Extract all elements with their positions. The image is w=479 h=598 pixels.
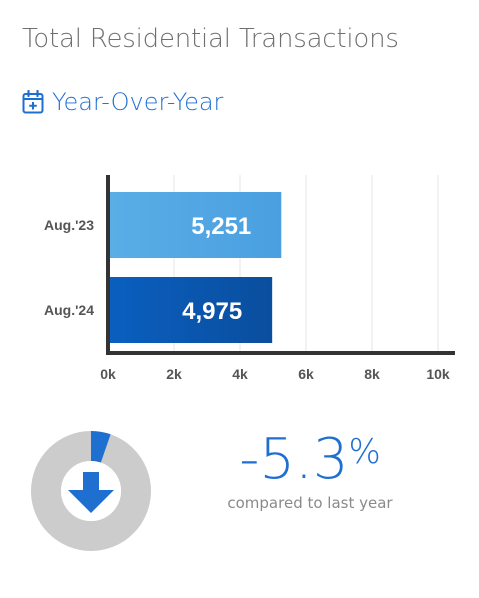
change-caption: compared to last year	[227, 494, 393, 512]
tick-label: 4k	[232, 366, 248, 382]
page-title: Total Residential Transactions	[22, 24, 399, 54]
bar-chart: Aug.'23 5,251 Aug.'24 4,975 0k 2k 4k 6k 8k 10k	[44, 175, 455, 382]
change-summary: -5.3% compared to last year	[220, 427, 400, 513]
arrow-down-icon	[68, 472, 114, 513]
bar	[110, 192, 282, 258]
tick-label: 8k	[364, 366, 380, 382]
category-label: Aug.'23	[44, 217, 94, 233]
change-ring	[31, 431, 151, 551]
change-unit: %	[348, 432, 381, 472]
tick-label: 6k	[298, 366, 314, 382]
change-value: -5.3	[239, 427, 349, 492]
bar	[110, 277, 273, 343]
tick-label: 0k	[100, 366, 116, 382]
calendar-plus-icon	[22, 90, 44, 114]
subtitle-row: Year-Over-Year	[22, 88, 223, 116]
data-label: 4,975	[182, 298, 242, 325]
axes	[106, 175, 455, 355]
tick-labels: 0k 2k 4k 6k 8k 10k	[100, 366, 450, 382]
tick-label: 10k	[426, 366, 450, 382]
bars: Aug.'23 5,251 Aug.'24 4,975	[44, 192, 282, 343]
tick-label: 2k	[166, 366, 182, 382]
data-label: 5,251	[191, 213, 251, 240]
subtitle: Year-Over-Year	[52, 88, 224, 116]
category-label: Aug.'24	[44, 302, 94, 318]
ring-arc	[90, 431, 111, 463]
